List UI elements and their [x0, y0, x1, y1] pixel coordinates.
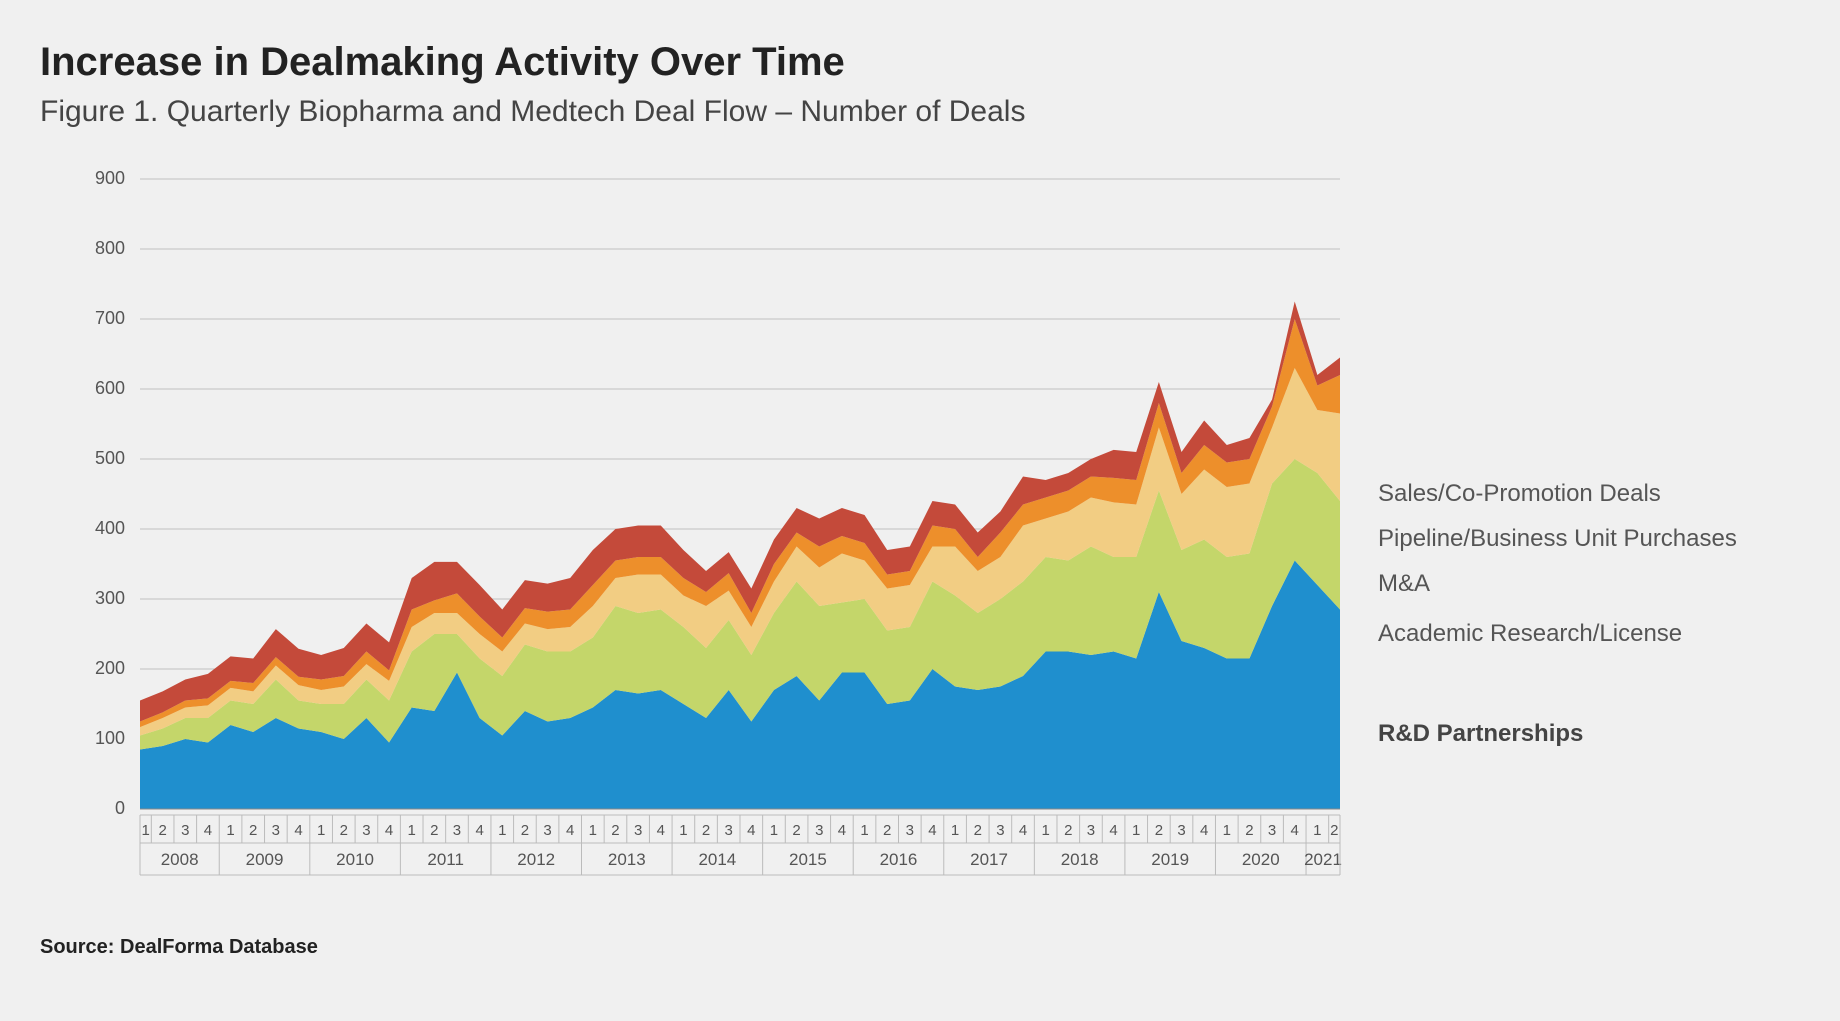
x-quarter-label: 4 — [1200, 822, 1208, 839]
y-tick-label: 300 — [95, 588, 125, 608]
legend-item-ma: M&A — [1378, 569, 1430, 599]
x-quarter-label: 3 — [1087, 822, 1095, 839]
x-year-label: 2016 — [880, 850, 918, 869]
x-year-label: 2011 — [427, 850, 464, 869]
x-year-label: 2019 — [1151, 850, 1189, 869]
x-quarter-label: 2 — [883, 822, 891, 839]
page-title: Increase in Dealmaking Activity Over Tim… — [40, 40, 1800, 85]
x-year-label: 2018 — [1061, 850, 1099, 869]
x-quarter-label: 2 — [521, 822, 529, 839]
x-quarter-label: 3 — [453, 822, 461, 839]
x-year-label: 2008 — [161, 850, 199, 869]
x-quarter-label: 2 — [158, 822, 166, 839]
x-quarter-label: 1 — [589, 822, 597, 839]
x-quarter-label: 1 — [141, 822, 149, 839]
x-year-label: 2009 — [246, 850, 284, 869]
x-quarter-label: 2 — [974, 822, 982, 839]
x-quarter-label: 4 — [385, 822, 393, 839]
x-year-label: 2012 — [517, 850, 555, 869]
y-tick-label: 500 — [95, 448, 125, 468]
x-quarter-label: 3 — [1177, 822, 1185, 839]
x-year-label: 2014 — [698, 850, 736, 869]
x-quarter-label: 2 — [340, 822, 348, 839]
y-tick-label: 800 — [95, 238, 125, 258]
x-quarter-label: 3 — [634, 822, 642, 839]
figure-caption: Figure 1. Quarterly Biopharma and Medtec… — [40, 95, 1800, 129]
x-quarter-label: 1 — [498, 822, 506, 839]
x-quarter-label: 4 — [1019, 822, 1027, 839]
x-quarter-label: 2 — [702, 822, 710, 839]
y-tick-label: 100 — [95, 728, 125, 748]
x-quarter-label: 4 — [747, 822, 755, 839]
x-quarter-label: 2 — [430, 822, 438, 839]
x-quarter-label: 2 — [1155, 822, 1163, 839]
x-quarter-label: 1 — [1223, 822, 1231, 839]
x-quarter-label: 2 — [611, 822, 619, 839]
x-quarter-label: 2 — [1245, 822, 1253, 839]
x-quarter-label: 4 — [928, 822, 936, 839]
legend: Sales/Co-Promotion Deals Pipeline/Busines… — [1360, 159, 1800, 919]
x-quarter-label: 3 — [1268, 822, 1276, 839]
x-quarter-label: 2 — [249, 822, 257, 839]
x-quarter-label: 1 — [408, 822, 416, 839]
x-quarter-label: 3 — [181, 822, 189, 839]
x-quarter-label: 1 — [226, 822, 234, 839]
x-year-label: 2021 — [1304, 850, 1342, 869]
y-tick-label: 400 — [95, 518, 125, 538]
chart-container: 0100200300400500600700800900123412341234… — [40, 159, 1360, 924]
x-quarter-label: 1 — [1132, 822, 1140, 839]
x-quarter-label: 1 — [951, 822, 959, 839]
x-year-label: 2013 — [608, 850, 646, 869]
x-year-label: 2017 — [970, 850, 1008, 869]
legend-item-sales: Sales/Co-Promotion Deals — [1378, 479, 1661, 509]
x-quarter-label: 2 — [1064, 822, 1072, 839]
x-quarter-label: 4 — [1109, 822, 1117, 839]
source-attribution: Source: DealForma Database — [40, 936, 1800, 959]
legend-item-pipe: Pipeline/Business Unit Purchases — [1378, 524, 1737, 554]
x-quarter-label: 4 — [294, 822, 302, 839]
y-tick-label: 900 — [95, 168, 125, 188]
x-quarter-label: 3 — [362, 822, 370, 839]
y-tick-label: 0 — [115, 798, 125, 818]
x-quarter-label: 1 — [1313, 822, 1321, 839]
x-quarter-label: 4 — [566, 822, 574, 839]
x-quarter-label: 3 — [272, 822, 280, 839]
legend-item-acad: Academic Research/License — [1378, 619, 1682, 649]
stacked-area-chart: 0100200300400500600700800900123412341234… — [40, 159, 1360, 919]
x-year-label: 2010 — [336, 850, 374, 869]
x-quarter-label: 4 — [475, 822, 483, 839]
x-quarter-label: 3 — [815, 822, 823, 839]
x-quarter-label: 3 — [543, 822, 551, 839]
x-quarter-label: 3 — [725, 822, 733, 839]
x-quarter-label: 3 — [906, 822, 914, 839]
x-quarter-label: 1 — [860, 822, 868, 839]
x-quarter-label: 2 — [792, 822, 800, 839]
x-quarter-label: 4 — [838, 822, 846, 839]
x-quarter-label: 1 — [1041, 822, 1049, 839]
x-quarter-label: 3 — [996, 822, 1004, 839]
x-year-label: 2015 — [789, 850, 827, 869]
y-tick-label: 700 — [95, 308, 125, 328]
x-quarter-label: 4 — [657, 822, 665, 839]
x-quarter-label: 4 — [204, 822, 212, 839]
x-quarter-label: 4 — [1291, 822, 1299, 839]
x-quarter-label: 1 — [317, 822, 325, 839]
y-tick-label: 600 — [95, 378, 125, 398]
x-quarter-label: 1 — [679, 822, 687, 839]
x-quarter-label: 1 — [770, 822, 778, 839]
x-quarter-label: 2 — [1330, 822, 1338, 839]
legend-item-rd: R&D Partnerships — [1378, 719, 1583, 749]
x-year-label: 2020 — [1242, 850, 1280, 869]
y-tick-label: 200 — [95, 658, 125, 678]
